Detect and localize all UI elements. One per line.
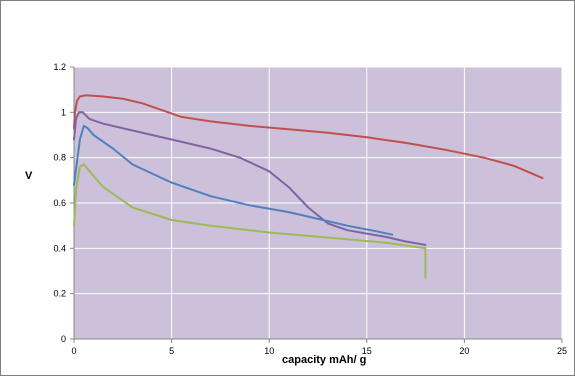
- x-tick-label: 0: [71, 346, 76, 356]
- x-tick-label: 20: [459, 346, 469, 356]
- y-axis-title: V: [25, 170, 33, 182]
- series-line: [73, 124, 394, 236]
- y-tick-label: 0.2: [53, 289, 66, 299]
- y-tick-label: 0: [61, 334, 66, 344]
- x-axis-title: capacity mAh/ g: [282, 354, 366, 366]
- y-tick-label: 0.8: [53, 153, 66, 163]
- series-line: [73, 111, 427, 246]
- y-tick-label: 0.4: [53, 243, 66, 253]
- series-line: [73, 94, 544, 180]
- y-tick-label: 1: [61, 107, 66, 117]
- x-tick-label: 25: [557, 346, 567, 356]
- x-tick-label: 10: [264, 346, 274, 356]
- y-tick-label: 0.6: [53, 198, 66, 208]
- tick-labels: 0 0.2 0.4 0.6 0.8 1 1.2 0 5 10 15 20 25: [53, 62, 567, 356]
- x-tick-label: 5: [169, 346, 174, 356]
- series-lines: [73, 94, 544, 279]
- series-line: [73, 163, 427, 279]
- y-tick-label: 1.2: [53, 62, 66, 72]
- x-tick-label: 15: [362, 346, 372, 356]
- gridlines: [74, 66, 563, 339]
